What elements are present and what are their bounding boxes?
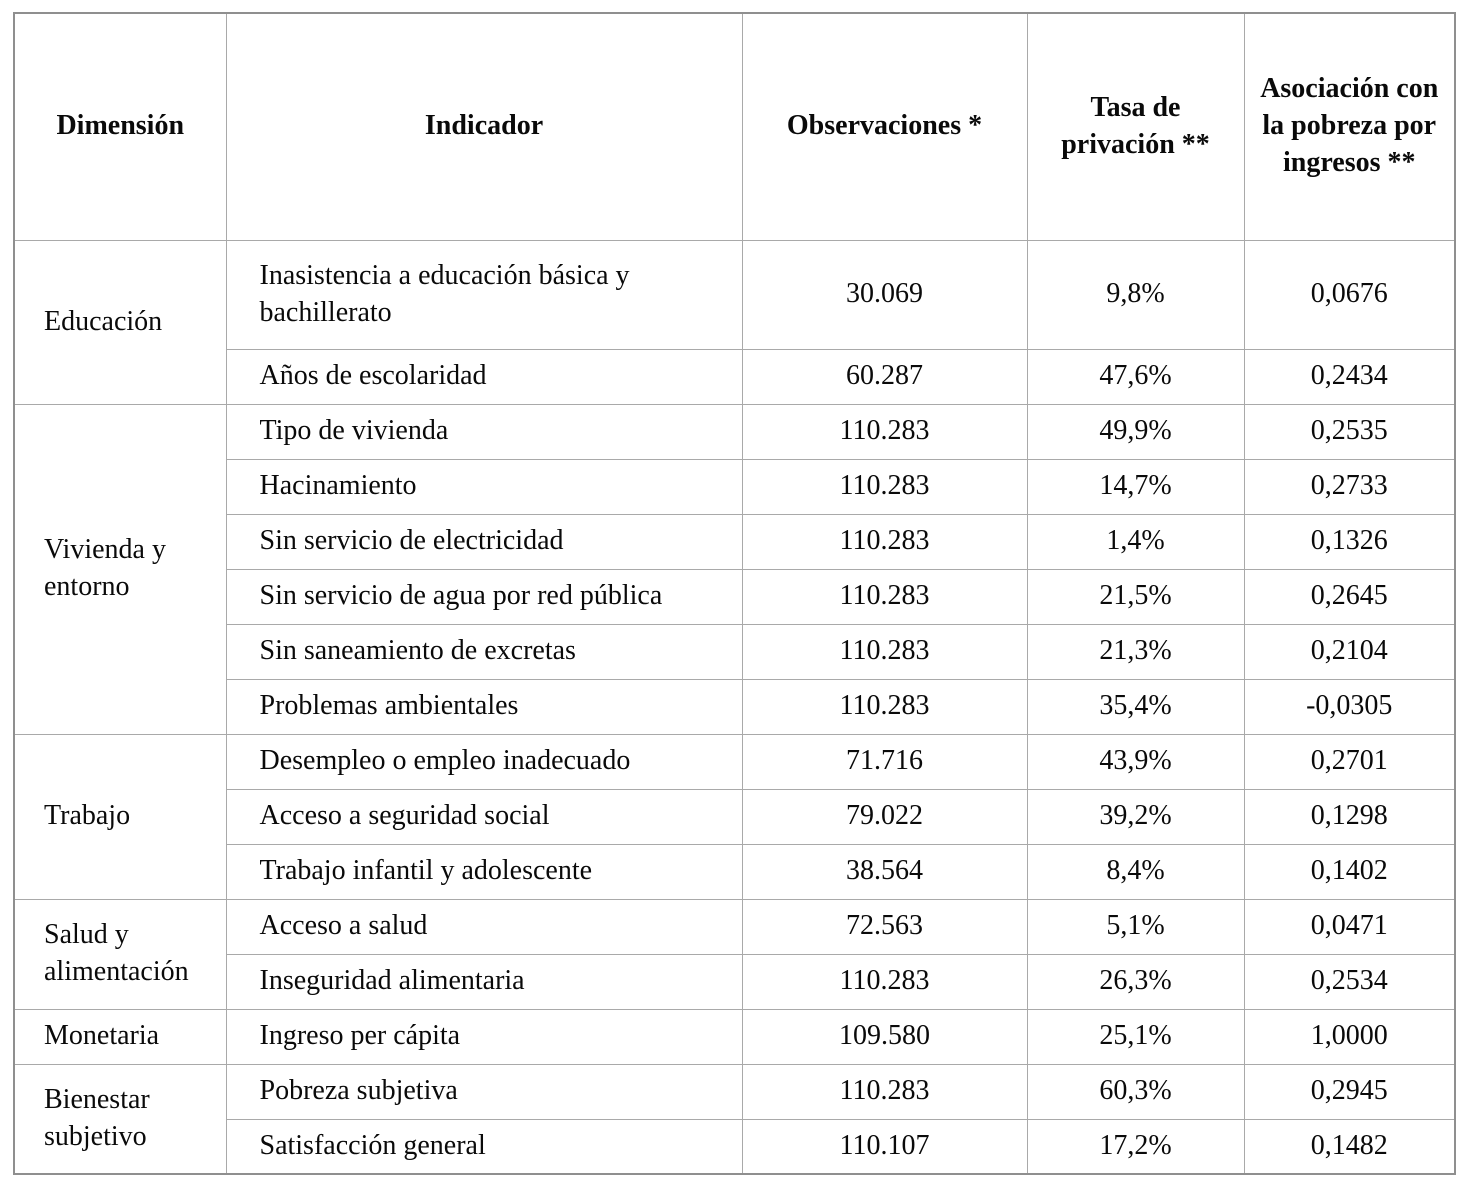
deprivation-cell: 47,6% bbox=[1026, 348, 1245, 405]
observations-cell: 38.564 bbox=[741, 843, 1028, 900]
association-cell: 0,0471 bbox=[1243, 898, 1456, 955]
observations-cell: 110.283 bbox=[741, 568, 1028, 625]
association-cell: 0,1326 bbox=[1243, 513, 1456, 570]
observations-cell: 110.283 bbox=[741, 403, 1028, 460]
observations-cell: 71.716 bbox=[741, 733, 1028, 790]
table-row: Monetaria Ingreso per cápita 109.580 25,… bbox=[13, 1008, 1456, 1065]
indicator-cell: Acceso a salud bbox=[225, 898, 743, 955]
association-cell: 0,2434 bbox=[1243, 348, 1456, 405]
observations-cell: 30.069 bbox=[741, 239, 1028, 350]
association-cell: 0,2945 bbox=[1243, 1063, 1456, 1120]
deprivation-cell: 21,3% bbox=[1026, 623, 1245, 680]
indicator-cell: Inasistencia a educación básica y bachil… bbox=[225, 239, 743, 350]
header-indicator: Indicador bbox=[225, 12, 743, 241]
observations-cell: 110.283 bbox=[741, 513, 1028, 570]
table-row: Problemas ambientales 110.283 35,4% -0,0… bbox=[14, 678, 1456, 735]
deprivation-cell: 21,5% bbox=[1026, 568, 1245, 625]
header-deprivation-rate: Tasa de privación ** bbox=[1026, 12, 1245, 241]
table-row: Bienestar subjetivo Pobreza subjetiva 11… bbox=[13, 1063, 1456, 1175]
dimension-cell-bienestar-subjetivo: Bienestar subjetivo bbox=[13, 1063, 227, 1175]
indicator-cell: Inseguridad alimentaria bbox=[225, 953, 743, 1010]
indicators-table: Dimensión Indicador Observaciones * Tasa… bbox=[13, 12, 1456, 1175]
indicator-cell: Sin servicio de electricidad bbox=[225, 513, 743, 570]
header-income-poverty-association: Asociación con la pobreza por ingresos *… bbox=[1243, 12, 1456, 241]
deprivation-cell: 14,7% bbox=[1026, 458, 1245, 515]
deprivation-cell: 9,8% bbox=[1026, 239, 1245, 350]
observations-cell: 110.283 bbox=[741, 458, 1028, 515]
table-row: Trabajo Desempleo o empleo inadecuado 71… bbox=[13, 733, 1456, 900]
observations-cell: 110.283 bbox=[741, 623, 1028, 680]
indicator-cell: Acceso a seguridad social bbox=[225, 788, 743, 845]
table-row: Salud y alimentación Acceso a salud 72.5… bbox=[13, 898, 1456, 1010]
table-row: Vivienda y entorno Tipo de vivienda 110.… bbox=[13, 403, 1456, 735]
deprivation-cell: 8,4% bbox=[1026, 843, 1245, 900]
deprivation-cell: 26,3% bbox=[1026, 953, 1245, 1010]
deprivation-cell: 5,1% bbox=[1026, 898, 1245, 955]
deprivation-cell: 25,1% bbox=[1026, 1008, 1245, 1065]
header-observations: Observaciones * bbox=[741, 12, 1028, 241]
indicator-cell: Hacinamiento bbox=[225, 458, 743, 515]
indicator-cell: Problemas ambientales bbox=[225, 678, 743, 735]
association-cell: 0,2645 bbox=[1243, 568, 1456, 625]
observations-cell: 110.107 bbox=[741, 1118, 1028, 1175]
association-cell: 0,2535 bbox=[1243, 403, 1456, 460]
table-row: Acceso a seguridad social 79.022 39,2% 0… bbox=[14, 788, 1456, 845]
table-row: Inseguridad alimentaria 110.283 26,3% 0,… bbox=[14, 953, 1456, 1010]
indicator-cell: Ingreso per cápita bbox=[225, 1008, 743, 1065]
observations-cell: 72.563 bbox=[741, 898, 1028, 955]
indicator-cell: Trabajo infantil y adolescente bbox=[225, 843, 743, 900]
table-row: Sin saneamiento de excretas 110.283 21,3… bbox=[14, 623, 1456, 680]
deprivation-cell: 49,9% bbox=[1026, 403, 1245, 460]
association-cell: 0,2733 bbox=[1243, 458, 1456, 515]
table-row: Sin servicio de electricidad 110.283 1,4… bbox=[14, 513, 1456, 570]
observations-cell: 110.283 bbox=[741, 678, 1028, 735]
table-row: Sin servicio de agua por red pública 110… bbox=[14, 568, 1456, 625]
association-cell: -0,0305 bbox=[1243, 678, 1456, 735]
dimension-cell-trabajo: Trabajo bbox=[13, 733, 227, 900]
deprivation-cell: 35,4% bbox=[1026, 678, 1245, 735]
header-row: Dimensión Indicador Observaciones * Tasa… bbox=[13, 12, 1456, 241]
dimension-cell-salud-y-alimentacion: Salud y alimentación bbox=[13, 898, 227, 1010]
association-cell: 0,2534 bbox=[1243, 953, 1456, 1010]
deprivation-cell: 1,4% bbox=[1026, 513, 1245, 570]
table-row: Trabajo infantil y adolescente 38.564 8,… bbox=[14, 843, 1456, 900]
table-row: Educación Inasistencia a educación básic… bbox=[13, 239, 1456, 405]
association-cell: 0,1298 bbox=[1243, 788, 1456, 845]
association-cell: 0,2104 bbox=[1243, 623, 1456, 680]
association-cell: 0,2701 bbox=[1243, 733, 1456, 790]
dimension-cell-vivienda-y-entorno: Vivienda y entorno bbox=[13, 403, 227, 735]
indicator-cell: Tipo de vivienda bbox=[225, 403, 743, 460]
table-row: Años de escolaridad 60.287 47,6% 0,2434 bbox=[14, 348, 1456, 405]
indicator-cell: Desempleo o empleo inadecuado bbox=[225, 733, 743, 790]
association-cell: 0,1402 bbox=[1243, 843, 1456, 900]
dimension-cell-monetaria: Monetaria bbox=[13, 1008, 227, 1065]
observations-cell: 109.580 bbox=[741, 1008, 1028, 1065]
dimension-cell-educacion: Educación bbox=[13, 239, 227, 405]
observations-cell: 60.287 bbox=[741, 348, 1028, 405]
deprivation-cell: 17,2% bbox=[1026, 1118, 1245, 1175]
deprivation-cell: 43,9% bbox=[1026, 733, 1245, 790]
observations-cell: 110.283 bbox=[741, 953, 1028, 1010]
association-cell: 0,1482 bbox=[1243, 1118, 1456, 1175]
deprivation-cell: 60,3% bbox=[1026, 1063, 1245, 1120]
header-dimension: Dimensión bbox=[13, 12, 227, 241]
observations-cell: 110.283 bbox=[741, 1063, 1028, 1120]
indicator-cell: Sin saneamiento de excretas bbox=[225, 623, 743, 680]
association-cell: 0,0676 bbox=[1243, 239, 1456, 350]
table-row: Hacinamiento 110.283 14,7% 0,2733 bbox=[14, 458, 1456, 515]
indicator-cell: Años de escolaridad bbox=[225, 348, 743, 405]
table-row: Satisfacción general 110.107 17,2% 0,148… bbox=[14, 1118, 1456, 1175]
indicator-cell: Pobreza subjetiva bbox=[225, 1063, 743, 1120]
observations-cell: 79.022 bbox=[741, 788, 1028, 845]
association-cell: 1,0000 bbox=[1243, 1008, 1456, 1065]
indicator-cell: Satisfacción general bbox=[225, 1118, 743, 1175]
indicator-cell: Sin servicio de agua por red pública bbox=[225, 568, 743, 625]
deprivation-cell: 39,2% bbox=[1026, 788, 1245, 845]
